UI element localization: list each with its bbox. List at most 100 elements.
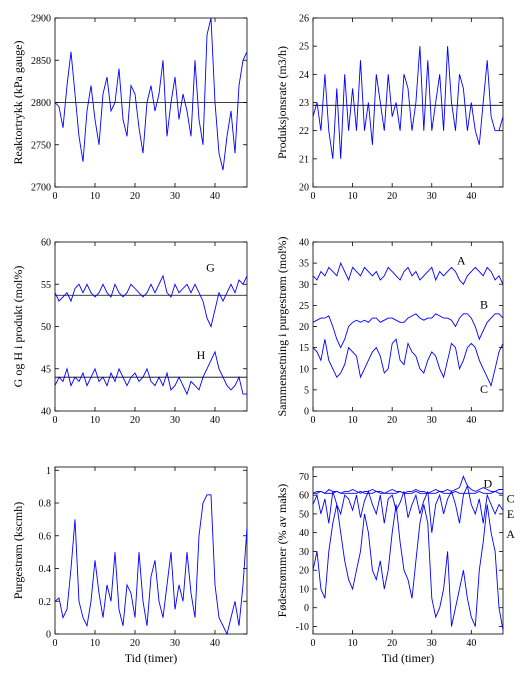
series-line <box>312 504 504 631</box>
x-tick-label: 10 <box>348 191 358 202</box>
y-tick-label: 2900 <box>31 14 51 25</box>
y-tick-label: 20 <box>299 566 309 577</box>
panel: 0 10 20 30 40 0 5 10 15 20 25 30 35 40 Sammensetning i… <box>275 236 504 426</box>
y-axis-label: Purgestrøm (kscmh) <box>11 502 25 599</box>
series-line <box>312 338 504 387</box>
y-tick-label: 0 <box>46 630 51 641</box>
y-tick-label: 2800 <box>31 98 51 109</box>
x-tick-label: 10 <box>348 638 358 649</box>
y-tick-label: 0.8 <box>39 499 52 510</box>
series-line <box>312 46 504 159</box>
x-tick-label: 40 <box>210 638 220 649</box>
series-label: G <box>206 260 215 274</box>
x-tick-label: 20 <box>387 415 397 426</box>
series-label: A <box>457 254 466 268</box>
y-tick-label: 22 <box>299 126 309 137</box>
y-tick-label: 55 <box>41 280 51 291</box>
y-axis-label: Fødestrømmer (% av maks) <box>275 484 289 618</box>
x-tick-label: 30 <box>170 191 180 202</box>
series-line <box>312 484 504 533</box>
x-tick-label: 20 <box>130 415 140 426</box>
x-tick-label: 20 <box>387 191 397 202</box>
y-tick-label: 40 <box>299 528 309 539</box>
y-tick-label: 10 <box>299 584 309 595</box>
x-tick-label: 30 <box>170 638 180 649</box>
plot-frame <box>312 17 504 188</box>
y-tick-label: 70 <box>299 472 309 483</box>
panel: 0 10 20 30 40 40 45 50 55 60 G og H i produkt (mol… <box>11 238 248 426</box>
x-tick-label: 10 <box>348 415 358 426</box>
series-line <box>54 274 248 328</box>
y-tick-label: 25 <box>299 42 309 53</box>
plot-frame <box>54 466 248 635</box>
x-tick-label: 0 <box>53 191 58 202</box>
y-tick-label: 0.2 <box>39 597 52 608</box>
y-tick-label: -10 <box>296 622 309 633</box>
y-tick-label: 45 <box>41 364 51 375</box>
series-label: E <box>507 507 514 521</box>
series-line <box>54 494 248 636</box>
x-tick-label: 10 <box>90 415 100 426</box>
y-tick-label: 30 <box>299 547 309 558</box>
x-tick-label: 0 <box>53 638 58 649</box>
series-line <box>312 313 504 349</box>
x-tick-label: 0 <box>311 638 316 649</box>
y-tick-label: 2850 <box>31 56 51 67</box>
x-axis-label: Tid (timer) <box>125 651 178 665</box>
plot-frame <box>54 241 248 412</box>
y-axis-label: Reaktortrykk (kPa gauge) <box>11 41 25 165</box>
x-tick-label: 30 <box>427 191 437 202</box>
x-tick-label: 40 <box>466 191 476 202</box>
series-line <box>313 490 503 494</box>
y-tick-label: 20 <box>299 322 309 333</box>
y-tick-label: 50 <box>41 322 51 333</box>
panel: 0 10 20 30 40 2700 2750 2800 2850 2900 Reaktortryk… <box>11 14 248 202</box>
y-tick-label: 25 <box>299 301 309 312</box>
x-tick-label: 20 <box>130 191 140 202</box>
series-label: B <box>480 298 488 312</box>
y-tick-label: 23 <box>299 98 309 109</box>
x-tick-label: 30 <box>427 638 437 649</box>
y-tick-label: 26 <box>299 14 309 25</box>
y-tick-label: 50 <box>299 509 309 520</box>
series-label: A <box>506 527 515 541</box>
y-tick-label: 2750 <box>31 140 51 151</box>
x-tick-label: 0 <box>311 191 316 202</box>
y-tick-label: 60 <box>41 238 51 249</box>
y-tick-label: 40 <box>41 407 51 418</box>
y-tick-label: 21 <box>299 154 309 165</box>
panel: 0 10 20 30 40 20 21 22 23 24 25 26 Produksjonsrate (… <box>275 14 504 202</box>
y-tick-label: 1 <box>46 466 51 477</box>
series-line <box>54 17 248 171</box>
y-tick-label: 15 <box>299 343 309 354</box>
x-tick-label: 40 <box>466 638 476 649</box>
x-tick-label: 30 <box>170 415 180 426</box>
y-axis-label: Sammensetning i purgestrøm (mol%) <box>275 236 289 416</box>
series-label: D <box>483 477 492 491</box>
y-axis-label: Produksjonsrate (m3/h) <box>275 46 289 159</box>
x-tick-label: 40 <box>210 191 220 202</box>
y-tick-label: 5 <box>304 385 309 396</box>
x-tick-label: 40 <box>210 415 220 426</box>
series-label: H <box>197 348 206 362</box>
x-tick-label: 10 <box>90 191 100 202</box>
series-label: C <box>507 492 515 506</box>
x-tick-label: 40 <box>466 415 476 426</box>
series-line <box>312 261 504 286</box>
x-tick-label: 20 <box>130 638 140 649</box>
y-tick-label: 0 <box>304 407 309 418</box>
x-tick-label: 0 <box>53 415 58 426</box>
x-tick-label: 10 <box>90 638 100 649</box>
panel: 0 10 20 30 40 0 0.2 0.4 0.6 0.8 1 Purgestrøm (kscmh… <box>11 466 248 665</box>
y-tick-label: 20 <box>299 183 309 194</box>
x-tick-label: 30 <box>427 415 437 426</box>
plot-frame <box>312 466 504 635</box>
x-tick-label: 0 <box>311 415 316 426</box>
series-line <box>54 350 247 396</box>
y-tick-label: 30 <box>299 280 309 291</box>
x-axis-label: Tid (timer) <box>382 651 435 665</box>
y-tick-label: 10 <box>299 364 309 375</box>
series-line <box>312 475 503 494</box>
